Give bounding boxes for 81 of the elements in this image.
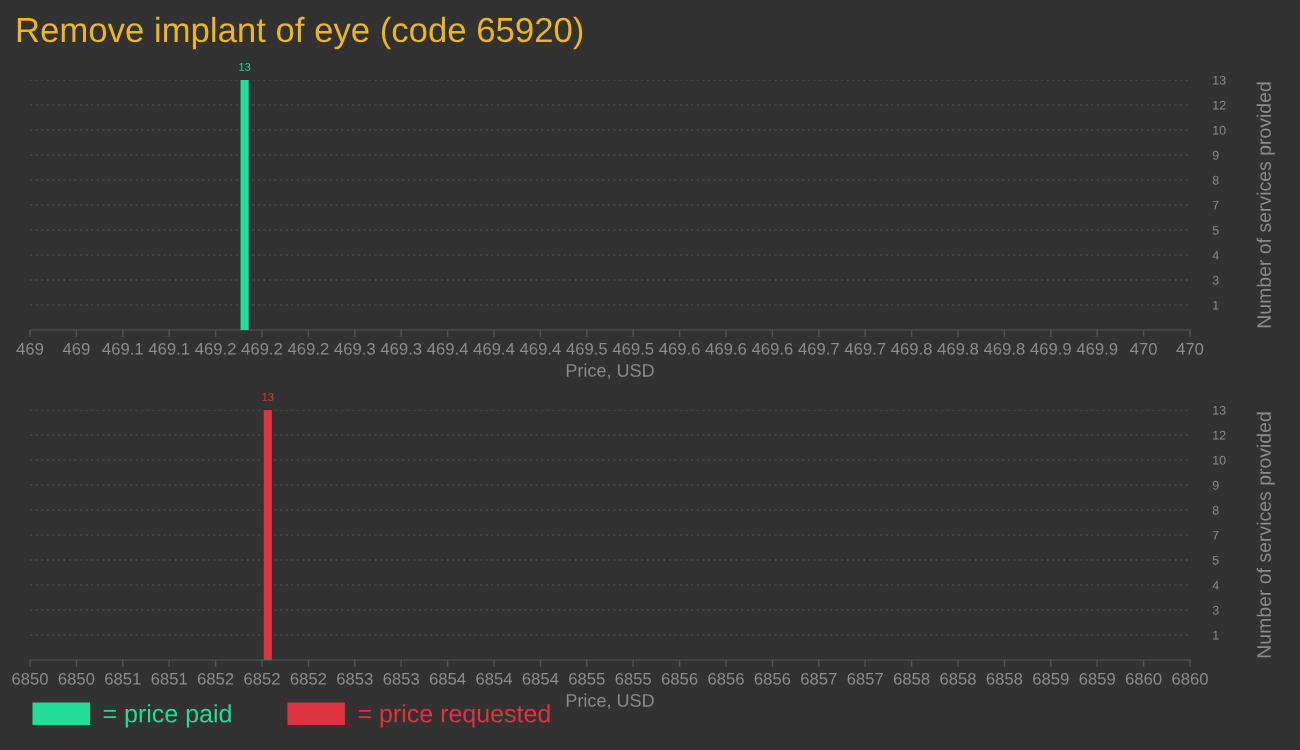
- x-tick-label: 469.6: [751, 342, 793, 355]
- x-tick-label: 6860: [1125, 672, 1162, 685]
- data-label: 13: [262, 392, 274, 401]
- x-tick-label: 469.6: [705, 342, 747, 355]
- y-tick-label: 8: [1212, 505, 1219, 515]
- x-tick-label: 469.6: [659, 342, 700, 355]
- y-axis-title: Number of services provided: [1256, 412, 1275, 658]
- x-tick-label: 469.4: [427, 342, 468, 355]
- y-tick-label: 13: [1213, 75, 1226, 85]
- x-tick-label: 469.9: [1076, 342, 1118, 355]
- x-tick-label: 6855: [615, 672, 652, 685]
- x-tick-label: 469.4: [519, 342, 561, 355]
- x-tick-label: 469: [16, 342, 44, 355]
- x-tick-label: 6850: [58, 672, 95, 685]
- x-tick-label: 469: [62, 342, 90, 355]
- x-tick-label: 469.2: [287, 342, 329, 355]
- x-tick-label: 469.4: [473, 342, 515, 355]
- x-tick-label: 6852: [290, 672, 327, 685]
- x-tick-label: 470: [1130, 342, 1157, 355]
- y-tick-label: 9: [1212, 480, 1219, 490]
- x-tick-label: 6860: [1172, 672, 1208, 685]
- y-tick-label: 12: [1213, 430, 1226, 440]
- y-tick-label: 13: [1213, 405, 1226, 415]
- y-tick-label: 5: [1212, 225, 1219, 235]
- x-tick-label: 6852: [244, 672, 280, 685]
- x-tick-label: 6854: [522, 672, 559, 685]
- y-tick-label: 10: [1213, 125, 1226, 135]
- y-tick-label: 7: [1212, 200, 1219, 210]
- x-tick-label: 6853: [383, 672, 420, 685]
- x-tick-label: 6855: [569, 672, 605, 685]
- x-tick-label: 6859: [1079, 672, 1115, 685]
- y-tick-label: 9: [1212, 150, 1219, 160]
- y-tick-label: 7: [1212, 530, 1219, 540]
- x-tick-label: 6856: [661, 672, 698, 685]
- legend-label: = price requested: [358, 704, 550, 728]
- x-tick-label: 469.5: [612, 342, 654, 355]
- data-label: 13: [239, 62, 251, 71]
- x-tick-label: 469.8: [891, 342, 932, 355]
- x-tick-label: 6853: [337, 672, 373, 685]
- y-tick-label: 3: [1212, 605, 1219, 615]
- x-tick-label: 6851: [151, 672, 187, 685]
- y-tick-label: 3: [1212, 275, 1219, 285]
- x-tick-label: 469.3: [380, 342, 422, 355]
- x-axis-title: Price, USD: [566, 363, 654, 379]
- x-tick-label: 6854: [476, 672, 513, 685]
- x-tick-label: 469.9: [1030, 342, 1071, 355]
- x-tick-label: 6857: [847, 672, 883, 685]
- x-tick-label: 6851: [105, 672, 141, 685]
- x-tick-label: 6857: [801, 672, 837, 685]
- y-tick-label: 4: [1212, 580, 1219, 590]
- x-tick-label: 6856: [708, 672, 744, 685]
- x-tick-label: 6858: [893, 672, 930, 685]
- y-tick-label: 12: [1213, 100, 1226, 110]
- chart-title: Remove implant of eye (code 65920): [17, 16, 583, 50]
- x-tick-label: 469.1: [102, 342, 143, 355]
- y-axis-title: Number of services provided: [1256, 82, 1275, 328]
- x-tick-label: 6859: [1033, 672, 1069, 685]
- x-tick-label: 469.3: [334, 342, 375, 355]
- y-tick-label: 5: [1212, 555, 1219, 565]
- x-tick-label: 469.8: [937, 342, 979, 355]
- x-axis-title: Price, USD: [566, 693, 654, 709]
- y-tick-label: 1: [1213, 300, 1219, 310]
- x-tick-label: 469.2: [241, 342, 283, 355]
- x-tick-label: 469.5: [566, 342, 607, 355]
- y-tick-label: 4: [1212, 250, 1219, 260]
- x-tick-label: 469.1: [148, 342, 190, 355]
- x-tick-label: 469.8: [983, 342, 1025, 355]
- x-tick-label: 469.7: [798, 342, 839, 355]
- x-tick-label: 469.7: [844, 342, 886, 355]
- x-tick-label: 6852: [197, 672, 234, 685]
- y-tick-label: 8: [1212, 175, 1219, 185]
- x-tick-label: 6850: [12, 672, 48, 685]
- x-tick-label: 470: [1176, 342, 1204, 355]
- legend-label: = price paid: [103, 704, 231, 728]
- x-tick-label: 6858: [940, 672, 976, 685]
- x-tick-label: 6858: [986, 672, 1023, 685]
- y-tick-label: 1: [1213, 630, 1219, 640]
- x-tick-label: 469.2: [195, 342, 236, 355]
- x-tick-label: 6856: [754, 672, 791, 685]
- y-tick-label: 10: [1213, 455, 1226, 465]
- x-tick-label: 6854: [429, 672, 466, 685]
